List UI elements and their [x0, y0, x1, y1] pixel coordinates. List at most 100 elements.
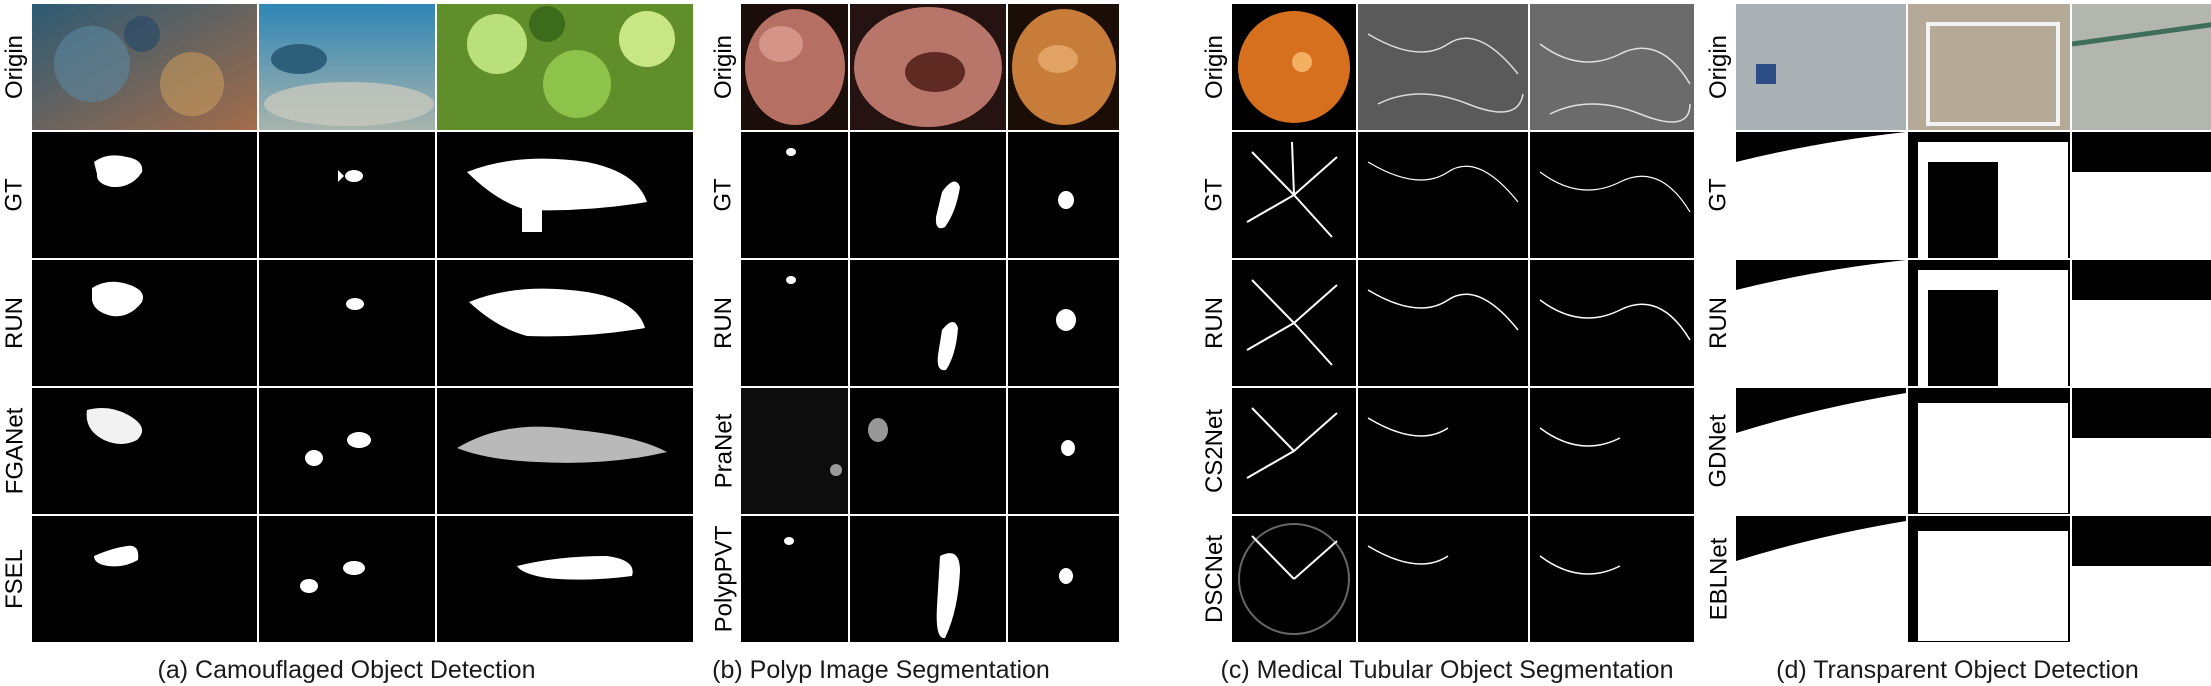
row-label-origin: Origin	[1, 34, 28, 100]
origin-image	[1232, 4, 1356, 130]
image-row-fsel	[32, 516, 693, 642]
origin-image	[32, 4, 257, 130]
origin-image	[850, 4, 1006, 130]
origin-image	[2072, 4, 2211, 130]
mask-image	[2072, 132, 2211, 258]
row-label-gt: GT	[1, 178, 29, 212]
mask-image	[1232, 516, 1356, 642]
image-row-gt	[1232, 132, 1694, 258]
mask-image	[1908, 388, 2070, 514]
image-row-run	[1736, 260, 2211, 386]
panel-caption: (c) Medical Tubular Object Segmentation	[1220, 656, 1674, 684]
row-label-origin: Origin	[1705, 34, 1732, 100]
panel-caption: (a) Camouflaged Object Detection	[157, 656, 536, 684]
mask-image	[1008, 516, 1119, 642]
origin-image	[259, 4, 435, 130]
mask-image	[741, 516, 848, 642]
mask-image	[259, 388, 435, 514]
mask-image	[1358, 132, 1528, 258]
mask-image	[1908, 260, 2070, 386]
image-row-pranet	[741, 388, 1119, 514]
mask-image	[1232, 260, 1356, 386]
row-label-cs2net: CS2Net	[1201, 408, 1229, 494]
mask-image	[1232, 132, 1356, 258]
origin-image	[1530, 4, 1694, 130]
mask-image	[1008, 260, 1119, 386]
image-row-origin	[1232, 4, 1694, 130]
mask-image	[1736, 132, 1906, 258]
row-label-eblnet: EBLNet	[1705, 537, 1732, 621]
mask-image	[2072, 260, 2211, 386]
mask-image	[741, 260, 848, 386]
mask-image	[2072, 516, 2211, 642]
mask-image	[1530, 132, 1694, 258]
mask-image	[437, 260, 693, 386]
mask-image	[1908, 516, 2070, 642]
mask-image	[850, 260, 1006, 386]
mask-image	[259, 132, 435, 258]
mask-image	[1736, 516, 1906, 642]
image-row-eblnet	[1736, 516, 2211, 642]
mask-image	[1736, 388, 1906, 514]
mask-image	[850, 388, 1006, 514]
mask-image	[741, 132, 848, 258]
image-row-gt	[1736, 132, 2211, 258]
mask-image	[1008, 132, 1119, 258]
mask-image	[741, 388, 848, 514]
image-row-cs2net	[1232, 388, 1694, 514]
row-label-gt: GT	[710, 178, 738, 212]
mask-image	[437, 388, 693, 514]
panel-caption: (b) Polyp Image Segmentation	[712, 656, 1050, 684]
mask-image	[1908, 132, 2070, 258]
mask-image	[32, 260, 257, 386]
mask-image	[1008, 388, 1119, 514]
row-label-pranet: PraNet	[710, 413, 738, 489]
row-label-run: RUN	[1705, 297, 1732, 349]
row-label-gt: GT	[1705, 178, 1733, 212]
image-row-origin	[741, 4, 1119, 130]
image-row-origin	[32, 4, 693, 130]
origin-image	[1736, 4, 1906, 130]
mask-image	[1530, 516, 1694, 642]
row-label-dscnet: DSCNet	[1201, 534, 1228, 624]
mask-image	[437, 516, 693, 642]
image-row-dscnet	[1232, 516, 1694, 642]
row-label-run: RUN	[1, 297, 28, 349]
row-label-gdnet: GDNet	[1705, 414, 1733, 488]
row-label-run: RUN	[710, 297, 737, 349]
panel-caption: (d) Transparent Object Detection	[1776, 656, 2139, 684]
mask-image	[259, 260, 435, 386]
mask-image	[850, 132, 1006, 258]
row-label-polyppvt: PolypPVT	[710, 525, 737, 633]
mask-image	[1232, 388, 1356, 514]
mask-image	[437, 132, 693, 258]
row-label-gt: GT	[1201, 178, 1229, 212]
mask-image	[2072, 388, 2211, 514]
mask-image	[1736, 260, 1906, 386]
image-row-polyppvt	[741, 516, 1119, 642]
mask-image	[1530, 260, 1694, 386]
mask-image	[32, 516, 257, 642]
image-row-gt	[741, 132, 1119, 258]
mask-image	[32, 388, 257, 514]
origin-image	[1358, 4, 1528, 130]
row-label-fsel: FSEL	[1, 548, 28, 610]
image-row-gdnet	[1736, 388, 2211, 514]
mask-image	[850, 516, 1006, 642]
row-label-origin: Origin	[1201, 34, 1228, 100]
image-row-run	[741, 260, 1119, 386]
row-label-run: RUN	[1201, 297, 1228, 349]
mask-image	[1358, 516, 1528, 642]
origin-image	[1908, 4, 2070, 130]
mask-image	[259, 516, 435, 642]
origin-image	[1008, 4, 1119, 130]
origin-image	[741, 4, 848, 130]
row-label-origin: Origin	[710, 34, 737, 100]
origin-image	[437, 4, 693, 130]
mask-image	[1358, 388, 1528, 514]
image-row-run	[32, 260, 693, 386]
mask-image	[32, 132, 257, 258]
mask-image	[1530, 388, 1694, 514]
row-label-fganet: FGANet	[1, 407, 28, 495]
image-row-run	[1232, 260, 1694, 386]
